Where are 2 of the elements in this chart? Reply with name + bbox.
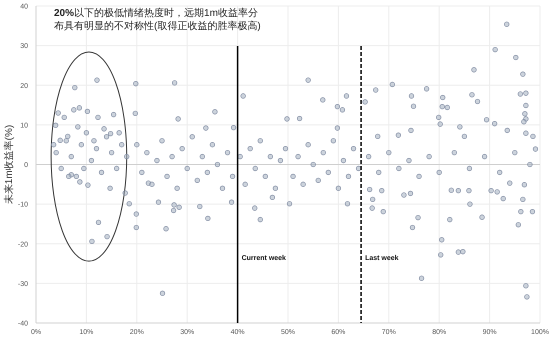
y-axis-title: 未来1m收益率(%) <box>3 124 15 204</box>
text: 20%以下的极低情绪热度时，远期1m收益率分布具有明显的不对称性(取得正收益的胜率极高) <box>54 7 261 32</box>
